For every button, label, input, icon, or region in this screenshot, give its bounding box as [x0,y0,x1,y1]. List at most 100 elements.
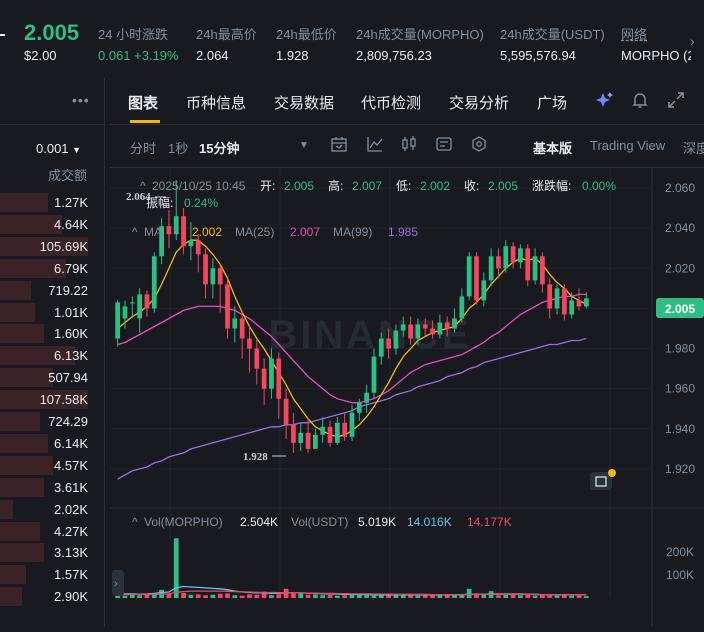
candle-body [415,324,421,339]
tab-chart[interactable]: 图表 [128,95,159,112]
volume-bar [269,595,274,598]
order-book-row[interactable]: 6.14K [0,433,104,454]
order-book-row[interactable]: 2.90K [0,586,104,607]
ma99-name: MA(99) [333,225,372,239]
order-book-turnover: 4.57K [54,457,88,473]
chevron-right-icon[interactable]: › [690,33,695,49]
order-book-row[interactable]: 105.69K [0,236,104,257]
depth-bar [0,258,66,278]
depth-bar [0,193,48,212]
tab-token-check[interactable]: 代币检测 [361,95,422,112]
order-book-turnover: 107.58K [39,392,88,408]
volume-bar [364,595,370,598]
volume-bar [378,594,384,598]
volume-bar [356,594,362,598]
interval-1s[interactable]: 1秒 [168,141,189,156]
candle-body [137,294,143,319]
candle-type-icon[interactable] [400,135,418,153]
bell-icon[interactable] [630,90,650,110]
interval-timeline[interactable]: 分时 [130,141,157,156]
view-tradingview[interactable]: Trading View [590,138,666,153]
interval-dropdown-icon[interactable]: ▼ [299,140,309,151]
watermark-text: BINANCE [268,313,471,357]
more-icon[interactable]: ••• [72,92,90,108]
volume-base-value: 2.504K [240,515,278,529]
stat-label-network[interactable]: 网络 [621,27,648,42]
stat-value-change: 0.061 +3.19% [98,48,179,63]
order-book-row[interactable]: 6.79K [0,258,104,279]
depth-bar [0,302,35,322]
calendar-icon[interactable] [330,135,348,153]
order-book-row[interactable]: 107.58K [0,389,104,410]
symbol-fragment[interactable] [0,34,5,36]
volume-bar [561,595,567,598]
tab-coin-info[interactable]: 币种信息 [186,95,247,112]
order-book-row[interactable]: 4.27K [0,521,104,542]
volume-bar [188,594,194,598]
ma25-value: 2.007 [290,225,320,239]
depth-bar [0,368,53,388]
order-book-row[interactable]: 6.13K [0,345,104,366]
order-book-turnover: 1.27K [54,195,88,210]
stat-label-low: 24h最低价 [276,27,337,42]
volume-bars [115,538,589,598]
volume-ma2-value: 14.177K [467,515,512,529]
tab-square[interactable]: 广场 [537,95,568,112]
floating-widget-icon [590,469,616,490]
change-value: 0.00% [582,179,616,193]
order-book-row[interactable]: 1.57K [0,564,104,585]
order-book-row[interactable]: 724.29 [0,411,104,432]
candle-body [466,256,472,297]
order-book-row[interactable]: 4.64K [0,214,104,235]
chart-panel: 图表 币种信息 交易数据 代币检测 交易分析 广场 分时 1秒 15分钟 ▼ [110,78,704,627]
order-book-turnover: 3.61K [54,479,88,495]
tab-trade-analysis[interactable]: 交易分析 [449,95,510,112]
volume-bar [518,595,523,598]
stat-label-vol-base: 24h成交量(MORPHO) [356,27,484,42]
collapse-icon: ^ [140,179,146,193]
candle-body [437,322,443,335]
settings-hex-icon[interactable] [470,135,488,153]
candlestick-chart[interactable]: BINANCE 2.0602.0402.0202.0001.9801.9601.… [110,168,704,627]
volume-tick-label: 100K [666,568,694,582]
order-book-row[interactable]: 1.01K [0,302,104,323]
stat-value-high: 2.064 [196,48,229,63]
volume-bar [430,594,435,598]
order-book-turnover: 105.69K [39,238,88,254]
order-book-row[interactable]: 719.22 [0,280,104,301]
tab-trading-data[interactable]: 交易数据 [274,95,335,112]
candle-body [518,248,523,263]
candle-body [122,306,128,319]
volume-bar [422,595,428,598]
view-basic[interactable]: 基本版 [533,141,573,156]
order-book-header: ••• [0,78,104,125]
candle-body [225,284,230,329]
chart-canvas[interactable]: BINANCE 2.0602.0402.0202.0001.9801.9601.… [110,168,704,627]
candle-body [422,324,428,329]
view-depth[interactable]: 深度 [683,141,704,156]
ai-sparkle-icon[interactable] [595,90,615,110]
order-book-turnover: 2.90K [54,589,88,605]
order-book-row[interactable]: 4.57K [0,455,104,476]
scroll-left-button: › [112,570,124,596]
depth-bar [0,499,13,519]
order-book-row[interactable]: 1.60K [0,323,104,344]
volume-ma-lines [117,585,587,596]
order-book-row[interactable]: 1.27K [0,192,104,213]
depth-bar [0,390,88,410]
fullscreen-icon[interactable] [666,90,686,110]
candle-body [378,338,384,357]
candle-body [291,424,296,443]
order-book-turnover: 6.79K [54,260,88,276]
candle-body [554,288,560,309]
order-book-row[interactable]: 507.94 [0,367,104,388]
indicator-icon[interactable] [366,135,384,153]
precision-select[interactable]: 0.001 ▼ [36,141,81,156]
order-book-row[interactable]: 3.61K [0,477,104,498]
order-book-row[interactable]: 2.02K [0,499,104,520]
template-icon[interactable] [435,135,453,153]
order-book-row[interactable]: 3.13K [0,542,104,563]
candle-body [195,240,201,255]
candle-body [254,348,260,369]
interval-15m[interactable]: 15分钟 [199,141,240,156]
